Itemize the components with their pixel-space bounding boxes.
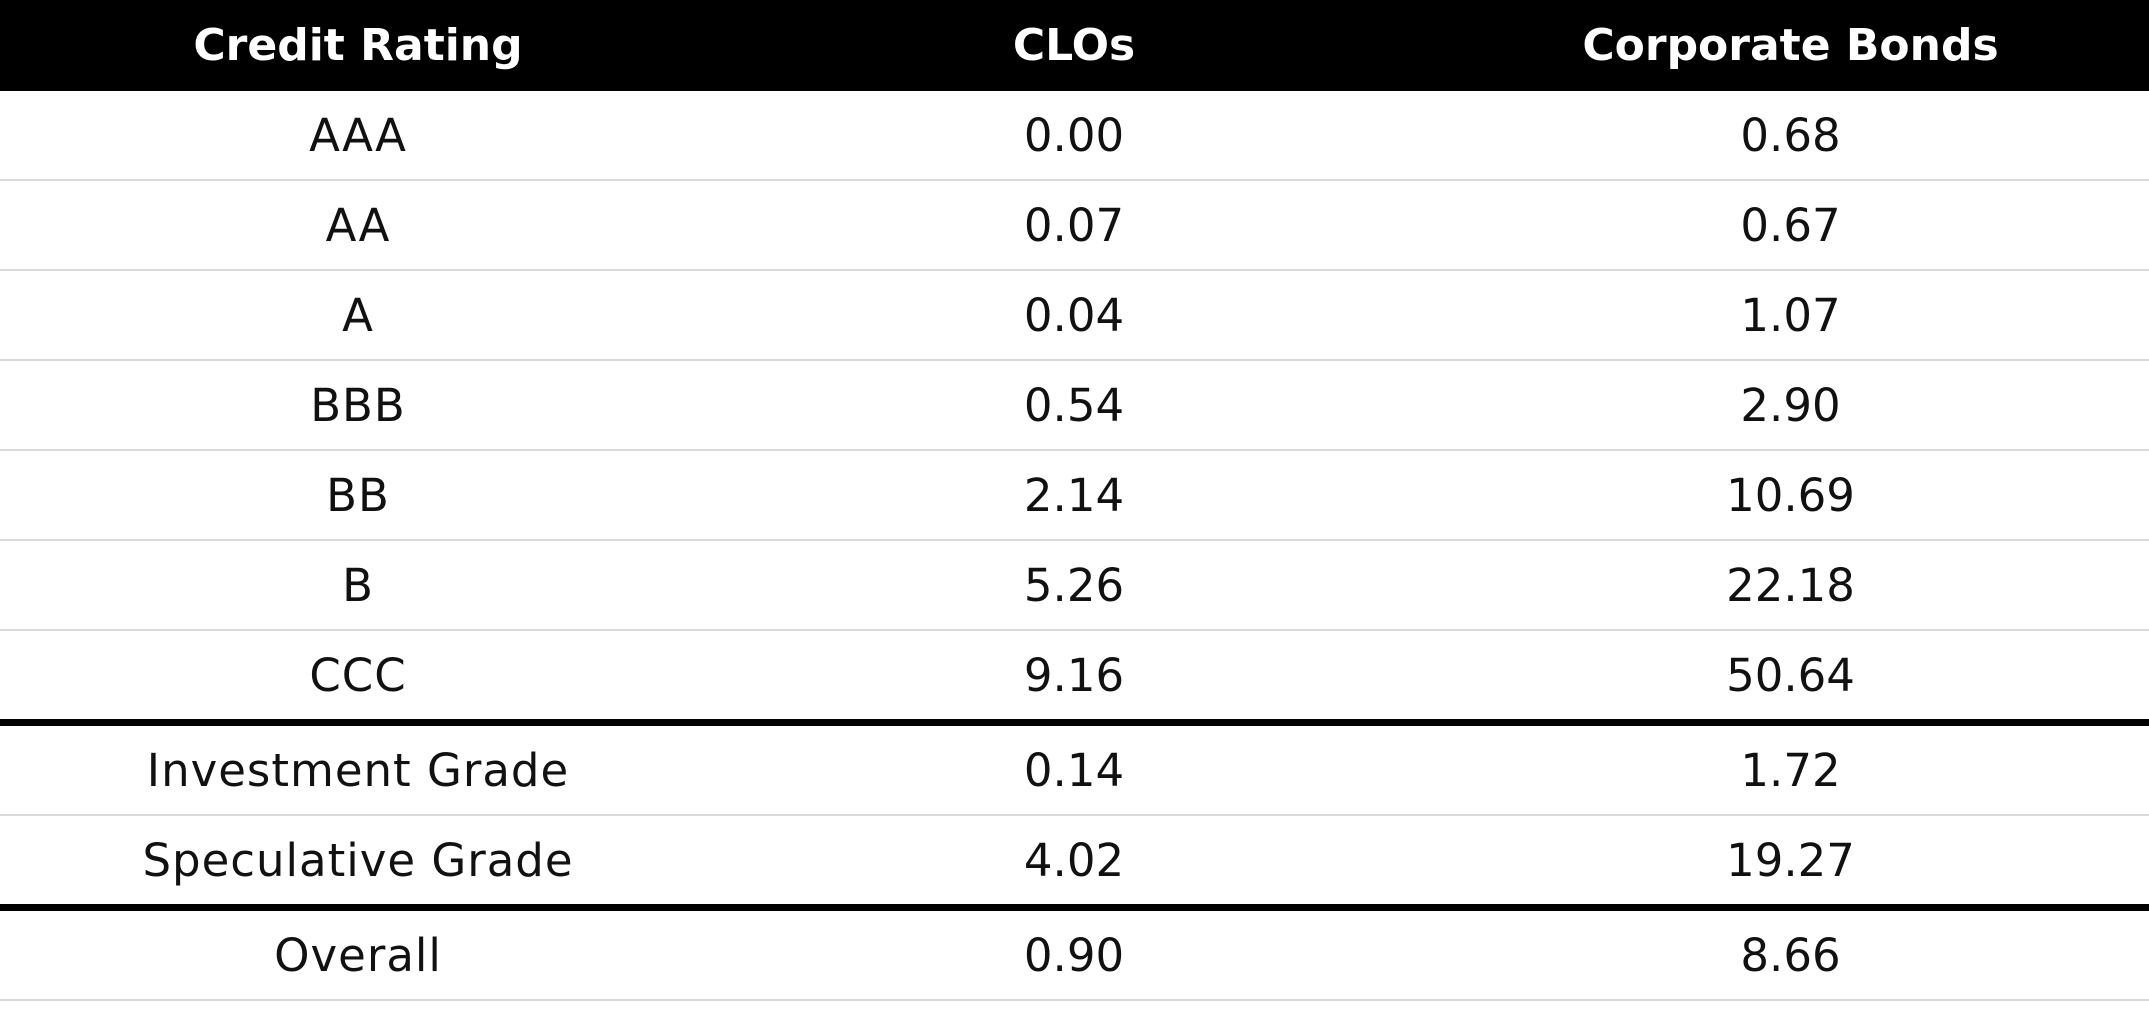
table-row-bbb: BBB 0.54 2.90 xyxy=(0,360,2149,451)
table-row-b: B 5.26 22.18 xyxy=(0,540,2149,631)
clos-cell: 9.16 xyxy=(716,630,1432,726)
table-header: Credit Rating CLOs Corporate Bonds xyxy=(0,0,2149,91)
clos-cell: 0.54 xyxy=(716,360,1432,451)
clos-cell: 0.07 xyxy=(716,180,1432,271)
table-row-bb: BB 2.14 10.69 xyxy=(0,450,2149,541)
rating-cell: AAA xyxy=(0,91,716,181)
header-corporate-bonds: Corporate Bonds xyxy=(1432,0,2149,91)
corporate-bonds-cell: 0.68 xyxy=(1432,91,2149,181)
corporate-bonds-cell: 1.07 xyxy=(1432,270,2149,361)
clos-cell: 0.04 xyxy=(716,270,1432,361)
header-row: Credit Rating CLOs Corporate Bonds xyxy=(0,0,2149,91)
table-body: AAA 0.00 0.68 AA 0.07 0.67 A 0.04 1.07 B… xyxy=(0,91,2149,1001)
rating-cell: B xyxy=(0,540,716,631)
clos-cell: 2.14 xyxy=(716,450,1432,541)
corporate-bonds-cell: 2.90 xyxy=(1432,360,2149,451)
rating-cell: CCC xyxy=(0,630,716,726)
rating-cell: AA xyxy=(0,180,716,271)
clos-cell: 4.02 xyxy=(716,815,1432,911)
table-row-a: A 0.04 1.07 xyxy=(0,270,2149,361)
rating-cell: Speculative Grade xyxy=(0,815,716,911)
rating-cell: BBB xyxy=(0,360,716,451)
table-row-investment-grade: Investment Grade 0.14 1.72 xyxy=(0,722,2149,816)
rating-cell: Investment Grade xyxy=(0,722,716,816)
corporate-bonds-cell: 10.69 xyxy=(1432,450,2149,541)
clos-cell: 0.90 xyxy=(716,907,1432,1001)
corporate-bonds-cell: 50.64 xyxy=(1432,630,2149,726)
header-credit-rating: Credit Rating xyxy=(0,0,716,91)
table-row-aaa: AAA 0.00 0.68 xyxy=(0,91,2149,181)
corporate-bonds-cell: 8.66 xyxy=(1432,907,2149,1001)
clos-cell: 5.26 xyxy=(716,540,1432,631)
rating-cell: A xyxy=(0,270,716,361)
table-row-overall: Overall 0.90 8.66 xyxy=(0,907,2149,1001)
table-row-speculative-grade: Speculative Grade 4.02 19.27 xyxy=(0,815,2149,911)
corporate-bonds-cell: 0.67 xyxy=(1432,180,2149,271)
clos-cell: 0.00 xyxy=(716,91,1432,181)
clos-cell: 0.14 xyxy=(716,722,1432,816)
corporate-bonds-cell: 19.27 xyxy=(1432,815,2149,911)
header-clos: CLOs xyxy=(716,0,1432,91)
rating-cell: BB xyxy=(0,450,716,541)
rating-cell: Overall xyxy=(0,907,716,1001)
table-row-aa: AA 0.07 0.67 xyxy=(0,180,2149,271)
corporate-bonds-cell: 22.18 xyxy=(1432,540,2149,631)
table-row-ccc: CCC 9.16 50.64 xyxy=(0,630,2149,726)
corporate-bonds-cell: 1.72 xyxy=(1432,722,2149,816)
